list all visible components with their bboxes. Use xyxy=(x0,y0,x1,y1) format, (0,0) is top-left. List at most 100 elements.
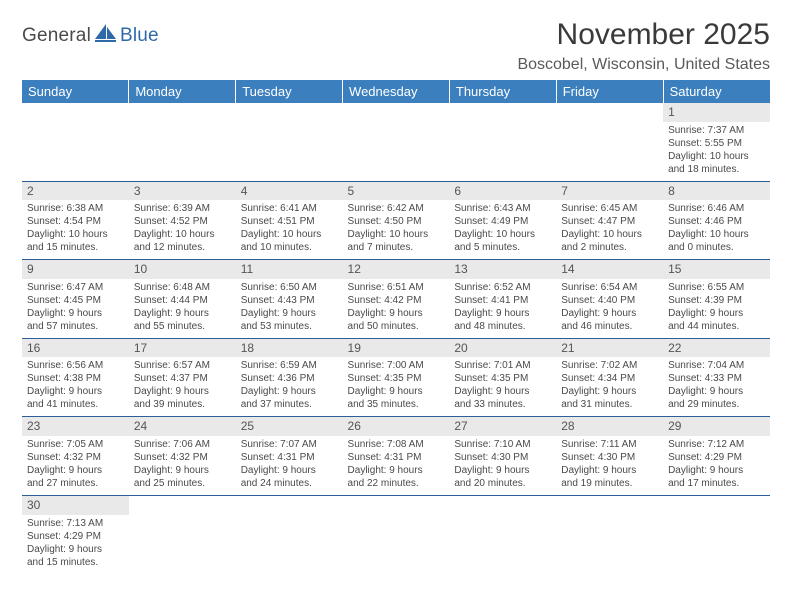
day-cell: 6Sunrise: 6:43 AMSunset: 4:49 PMDaylight… xyxy=(449,181,556,260)
empty-cell xyxy=(129,495,236,573)
day-number: 22 xyxy=(663,339,770,358)
daylight-text: Daylight: 10 hours xyxy=(348,228,445,241)
day-cell: 7Sunrise: 6:45 AMSunset: 4:47 PMDaylight… xyxy=(556,181,663,260)
day-number: 16 xyxy=(22,339,129,358)
empty-cell xyxy=(449,103,556,181)
daylight-text: and 24 minutes. xyxy=(241,477,338,490)
week-row: 30Sunrise: 7:13 AMSunset: 4:29 PMDayligh… xyxy=(22,495,770,573)
sunrise-text: Sunrise: 6:56 AM xyxy=(27,359,124,372)
daylight-text: Daylight: 10 hours xyxy=(27,228,124,241)
day-cell: 24Sunrise: 7:06 AMSunset: 4:32 PMDayligh… xyxy=(129,417,236,496)
daylight-text: Daylight: 10 hours xyxy=(134,228,231,241)
sunrise-text: Sunrise: 6:47 AM xyxy=(27,281,124,294)
day-number: 6 xyxy=(449,182,556,201)
sunrise-text: Sunrise: 6:57 AM xyxy=(134,359,231,372)
sunset-text: Sunset: 4:43 PM xyxy=(241,294,338,307)
daylight-text: and 39 minutes. xyxy=(134,398,231,411)
day-cell: 25Sunrise: 7:07 AMSunset: 4:31 PMDayligh… xyxy=(236,417,343,496)
daylight-text: Daylight: 9 hours xyxy=(27,464,124,477)
sunset-text: Sunset: 4:46 PM xyxy=(668,215,765,228)
day-cell: 4Sunrise: 6:41 AMSunset: 4:51 PMDaylight… xyxy=(236,181,343,260)
sunrise-text: Sunrise: 6:41 AM xyxy=(241,202,338,215)
sunrise-text: Sunrise: 6:55 AM xyxy=(668,281,765,294)
sunrise-text: Sunrise: 6:52 AM xyxy=(454,281,551,294)
sunset-text: Sunset: 4:51 PM xyxy=(241,215,338,228)
day-cell: 22Sunrise: 7:04 AMSunset: 4:33 PMDayligh… xyxy=(663,338,770,417)
day-cell: 29Sunrise: 7:12 AMSunset: 4:29 PMDayligh… xyxy=(663,417,770,496)
sunrise-text: Sunrise: 7:00 AM xyxy=(348,359,445,372)
sunset-text: Sunset: 4:39 PM xyxy=(668,294,765,307)
sunset-text: Sunset: 4:29 PM xyxy=(668,451,765,464)
sunset-text: Sunset: 4:31 PM xyxy=(348,451,445,464)
weekday-header: Friday xyxy=(556,80,663,103)
day-cell: 11Sunrise: 6:50 AMSunset: 4:43 PMDayligh… xyxy=(236,260,343,339)
daylight-text: Daylight: 9 hours xyxy=(27,385,124,398)
daylight-text: and 19 minutes. xyxy=(561,477,658,490)
daylight-text: and 18 minutes. xyxy=(668,163,765,176)
sunrise-text: Sunrise: 7:02 AM xyxy=(561,359,658,372)
sunrise-text: Sunrise: 7:37 AM xyxy=(668,124,765,137)
sunrise-text: Sunrise: 7:08 AM xyxy=(348,438,445,451)
daylight-text: Daylight: 10 hours xyxy=(241,228,338,241)
brand-part2: Blue xyxy=(120,25,159,47)
daylight-text: Daylight: 9 hours xyxy=(454,464,551,477)
day-number: 2 xyxy=(22,182,129,201)
weekday-header: Saturday xyxy=(663,80,770,103)
empty-cell xyxy=(236,495,343,573)
brand-logo: General Blue xyxy=(22,18,159,47)
daylight-text: and 22 minutes. xyxy=(348,477,445,490)
daylight-text: Daylight: 10 hours xyxy=(561,228,658,241)
sunset-text: Sunset: 4:52 PM xyxy=(134,215,231,228)
day-number: 19 xyxy=(343,339,450,358)
daylight-text: and 10 minutes. xyxy=(241,241,338,254)
calendar-page: General Blue November 2025 Boscobel, Wis… xyxy=(0,0,792,592)
sunrise-text: Sunrise: 6:45 AM xyxy=(561,202,658,215)
day-cell: 27Sunrise: 7:10 AMSunset: 4:30 PMDayligh… xyxy=(449,417,556,496)
month-title: November 2025 xyxy=(517,18,770,52)
sunset-text: Sunset: 4:30 PM xyxy=(454,451,551,464)
day-cell: 14Sunrise: 6:54 AMSunset: 4:40 PMDayligh… xyxy=(556,260,663,339)
day-number: 20 xyxy=(449,339,556,358)
day-cell: 9 Sunrise: 6:47 AMSunset: 4:45 PMDaylight… xyxy=(22,260,129,339)
day-number: 9 xyxy=(22,260,129,279)
daylight-text: and 46 minutes. xyxy=(561,320,658,333)
day-number: 7 xyxy=(556,182,663,201)
daylight-text: and 41 minutes. xyxy=(27,398,124,411)
daylight-text: Daylight: 9 hours xyxy=(668,464,765,477)
sunset-text: Sunset: 4:45 PM xyxy=(27,294,124,307)
day-number: 5 xyxy=(343,182,450,201)
sunset-text: Sunset: 4:33 PM xyxy=(668,372,765,385)
daylight-text: and 57 minutes. xyxy=(27,320,124,333)
sunrise-text: Sunrise: 6:59 AM xyxy=(241,359,338,372)
day-cell: 20Sunrise: 7:01 AMSunset: 4:35 PMDayligh… xyxy=(449,338,556,417)
daylight-text: Daylight: 9 hours xyxy=(27,543,124,556)
daylight-text: Daylight: 9 hours xyxy=(348,464,445,477)
empty-cell xyxy=(343,495,450,573)
daylight-text: and 2 minutes. xyxy=(561,241,658,254)
daylight-text: and 53 minutes. xyxy=(241,320,338,333)
day-number: 29 xyxy=(663,417,770,436)
daylight-text: Daylight: 9 hours xyxy=(27,307,124,320)
week-row: 1Sunrise: 7:37 AMSunset: 5:55 PMDaylight… xyxy=(22,103,770,181)
sunrise-text: Sunrise: 6:38 AM xyxy=(27,202,124,215)
daylight-text: Daylight: 10 hours xyxy=(668,150,765,163)
sunset-text: Sunset: 4:35 PM xyxy=(348,372,445,385)
day-cell: 19Sunrise: 7:00 AMSunset: 4:35 PMDayligh… xyxy=(343,338,450,417)
day-cell: 28Sunrise: 7:11 AMSunset: 4:30 PMDayligh… xyxy=(556,417,663,496)
day-number: 27 xyxy=(449,417,556,436)
sunset-text: Sunset: 4:47 PM xyxy=(561,215,658,228)
sunset-text: Sunset: 4:35 PM xyxy=(454,372,551,385)
empty-cell xyxy=(663,495,770,573)
sunset-text: Sunset: 4:49 PM xyxy=(454,215,551,228)
empty-cell xyxy=(556,103,663,181)
daylight-text: Daylight: 9 hours xyxy=(134,307,231,320)
day-cell: 23Sunrise: 7:05 AMSunset: 4:32 PMDayligh… xyxy=(22,417,129,496)
day-number: 12 xyxy=(343,260,450,279)
sunset-text: Sunset: 4:34 PM xyxy=(561,372,658,385)
daylight-text: Daylight: 9 hours xyxy=(241,307,338,320)
sunset-text: Sunset: 4:42 PM xyxy=(348,294,445,307)
daylight-text: Daylight: 9 hours xyxy=(668,307,765,320)
sunrise-text: Sunrise: 6:46 AM xyxy=(668,202,765,215)
daylight-text: Daylight: 10 hours xyxy=(454,228,551,241)
daylight-text: and 17 minutes. xyxy=(668,477,765,490)
